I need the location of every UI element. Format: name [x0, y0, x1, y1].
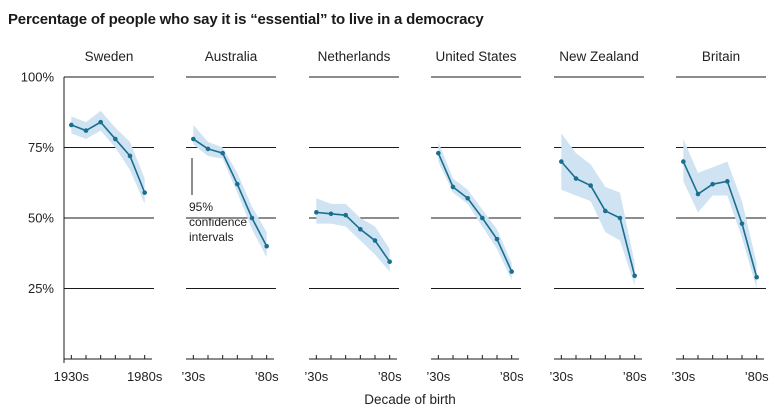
y-tick-label: 100% — [21, 70, 55, 85]
x-tick-label: 1980s — [127, 369, 163, 384]
data-point — [358, 226, 363, 232]
data-point — [480, 215, 485, 221]
y-tick-label: 25% — [28, 281, 54, 296]
data-point — [113, 136, 118, 142]
data-point — [494, 236, 500, 242]
panel-sweden: Sweden 1930s 1980s — [54, 49, 163, 384]
data-point — [436, 150, 441, 156]
series-line — [682, 161, 758, 278]
data-point — [98, 119, 103, 125]
data-point — [235, 181, 240, 187]
data-point — [465, 195, 470, 201]
confidence-band — [561, 133, 635, 286]
data-point — [142, 190, 147, 195]
annotation-text: confidence — [189, 215, 247, 229]
chart-title: Percentage of people who say it is “esse… — [8, 11, 484, 28]
data-point — [328, 211, 334, 217]
series-line — [316, 211, 391, 263]
data-point — [191, 136, 196, 142]
panel-title: Netherlands — [318, 49, 391, 64]
panel-new-zealand: New Zealand ’30s ’80s — [549, 49, 647, 384]
data-point — [127, 153, 133, 159]
data-point — [754, 274, 759, 280]
data-point — [739, 221, 745, 226]
data-point — [343, 212, 348, 218]
x-tick-label: 1930s — [54, 369, 90, 384]
series-line — [71, 121, 146, 193]
data-point — [695, 191, 701, 197]
data-point — [559, 159, 564, 164]
data-point — [450, 184, 456, 190]
confidence-band — [316, 198, 390, 272]
confidence-band — [71, 110, 145, 204]
confidence-band — [683, 139, 757, 289]
panel-netherlands: Netherlands ’30s ’80s — [304, 49, 402, 384]
data-point — [509, 269, 514, 274]
x-tick-label: ’80s — [745, 369, 769, 384]
x-tick-label: ’30s — [549, 369, 573, 384]
data-point — [588, 183, 593, 188]
data-point — [83, 128, 89, 133]
series-line — [437, 152, 513, 272]
panel-united-states: United States ’30s ’80s — [426, 49, 524, 384]
x-tick-label: ’80s — [500, 369, 524, 384]
panel-britain: Britain ’30s ’80s — [671, 49, 769, 384]
x-tick-label: ’80s — [623, 369, 647, 384]
data-point — [603, 208, 608, 214]
x-tick-label: ’30s — [671, 369, 695, 384]
data-point — [249, 215, 255, 221]
data-point — [205, 146, 211, 152]
data-point — [69, 122, 74, 128]
annotation-text: 95% — [189, 200, 213, 214]
data-point — [220, 150, 225, 156]
panel-title: United States — [435, 49, 516, 64]
y-tick-label: 75% — [28, 140, 54, 155]
confidence-band — [438, 141, 512, 281]
series-line — [560, 161, 636, 277]
y-tick-label: 50% — [28, 211, 54, 226]
data-point — [632, 273, 637, 279]
data-point — [725, 179, 730, 184]
x-tick-label: ’80s — [378, 369, 402, 384]
data-point — [314, 210, 319, 215]
x-tick-label: ’30s — [304, 369, 328, 384]
x-tick-label: ’30s — [426, 369, 450, 384]
data-point — [617, 215, 623, 221]
confidence-band — [193, 124, 267, 258]
data-point — [264, 243, 269, 249]
data-point — [681, 159, 686, 164]
x-tick-label: ’30s — [181, 369, 205, 384]
annotation-text: intervals — [189, 230, 234, 244]
panel-australia: Australia ’30s ’80s — [181, 49, 279, 384]
series-line — [192, 138, 268, 247]
data-point — [573, 176, 579, 181]
data-point — [710, 181, 715, 187]
panel-title: Sweden — [85, 49, 134, 64]
x-tick-label: ’80s — [255, 369, 279, 384]
x-axis-label: Decade of birth — [364, 392, 456, 407]
panel-title: Britain — [702, 49, 740, 64]
data-point — [387, 259, 392, 265]
panel-title: Australia — [205, 49, 258, 64]
data-point — [372, 238, 378, 243]
panel-title: New Zealand — [559, 49, 639, 64]
